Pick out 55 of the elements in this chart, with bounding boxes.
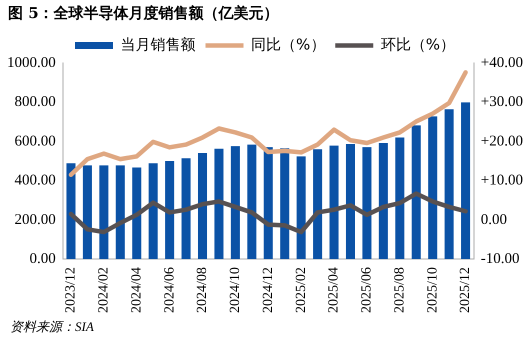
y2-tick-label: +10.00 bbox=[480, 172, 524, 189]
legend-label: 同比（%） bbox=[250, 35, 326, 54]
x-tick-label: 2024/12 bbox=[260, 267, 276, 313]
bar bbox=[230, 146, 240, 260]
bar bbox=[82, 165, 92, 260]
bar bbox=[395, 138, 404, 260]
x-tick-label: 2024/08 bbox=[195, 267, 210, 313]
bar bbox=[165, 161, 174, 260]
bar bbox=[428, 116, 438, 260]
bar bbox=[148, 163, 158, 260]
bar bbox=[264, 147, 273, 260]
bar bbox=[313, 149, 322, 260]
bar bbox=[296, 156, 306, 260]
chart-title: 图 5：全球半导体月度销售额（亿美元） bbox=[8, 4, 279, 23]
bar bbox=[280, 148, 290, 260]
bar bbox=[378, 143, 388, 260]
x-tick-label: 2025/02 bbox=[294, 267, 309, 313]
bar bbox=[214, 148, 224, 260]
bar bbox=[116, 165, 125, 260]
y-tick-label: 400.00 bbox=[14, 172, 56, 189]
y2-tick-label: 0.00 bbox=[480, 212, 508, 228]
bar bbox=[330, 146, 339, 260]
x-tick-label: 2024/06 bbox=[162, 267, 178, 313]
y2-tick-label: +20.00 bbox=[480, 133, 524, 150]
y-tick-label: 800.00 bbox=[14, 94, 56, 110]
bar bbox=[444, 109, 454, 260]
x-tick-label: 2025/10 bbox=[425, 267, 440, 313]
legend-label: 环比（%） bbox=[380, 35, 456, 54]
bar bbox=[198, 153, 208, 260]
x-tick-label: 2025/12 bbox=[458, 267, 474, 313]
x-tick-label: 2025/06 bbox=[360, 267, 375, 313]
x-tick-label: 2025/08 bbox=[392, 267, 408, 313]
bar bbox=[461, 102, 470, 260]
bar bbox=[346, 144, 355, 260]
legend-label: 当月销售额 bbox=[120, 35, 196, 54]
x-tick-label: 2024/10 bbox=[228, 267, 244, 313]
bar bbox=[362, 147, 372, 260]
y2-tick-label: -10.00 bbox=[480, 251, 520, 268]
text: 资料来源：SIA bbox=[10, 318, 94, 336]
bar bbox=[412, 125, 421, 260]
x-tick-label: 2023/12 bbox=[64, 267, 79, 313]
bar bbox=[247, 144, 256, 260]
y2-tick-label: +40.00 bbox=[480, 54, 524, 71]
x-tick-label: 2024/04 bbox=[129, 267, 144, 313]
y-tick-label: 600.00 bbox=[14, 133, 56, 150]
x-tick-label: 2025/04 bbox=[326, 267, 342, 313]
y-tick-label: 200.00 bbox=[14, 212, 56, 228]
bar bbox=[99, 165, 108, 260]
y-tick-label: 1000.00 bbox=[7, 54, 56, 71]
y-tick-label: 0.00 bbox=[30, 251, 56, 268]
bar bbox=[132, 168, 142, 260]
bar bbox=[182, 158, 191, 260]
bar bbox=[66, 163, 76, 260]
y2-tick-label: +30.00 bbox=[480, 94, 524, 110]
x-tick-label: 2024/02 bbox=[96, 267, 112, 313]
